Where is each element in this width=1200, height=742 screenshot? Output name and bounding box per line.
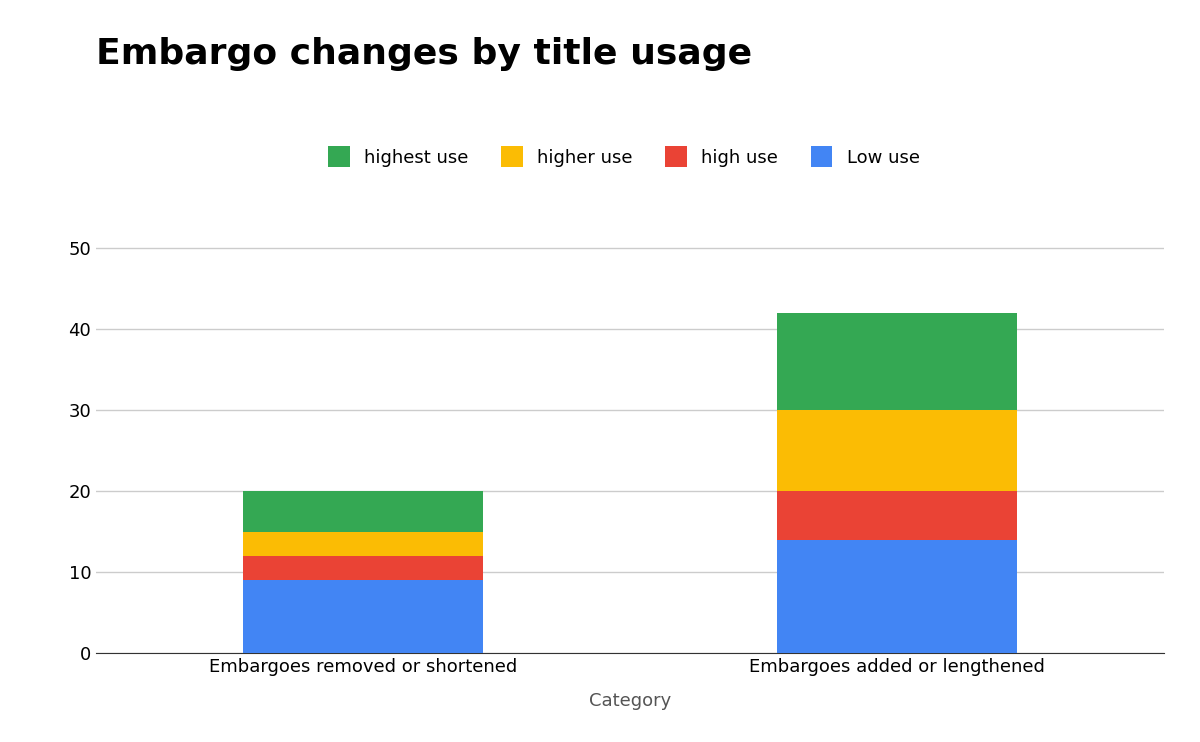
Text: Embargo changes by title usage: Embargo changes by title usage — [96, 37, 752, 71]
Bar — [242, 556, 484, 580]
Bar — [242, 531, 484, 556]
Bar — [776, 539, 1018, 653]
Bar — [776, 410, 1018, 491]
Bar — [242, 580, 484, 653]
X-axis label: Category: Category — [589, 692, 671, 711]
Bar — [776, 313, 1018, 410]
Bar — [242, 491, 484, 531]
Bar — [776, 491, 1018, 539]
Legend: highest use, higher use, high use, Low use: highest use, higher use, high use, Low u… — [328, 146, 920, 167]
